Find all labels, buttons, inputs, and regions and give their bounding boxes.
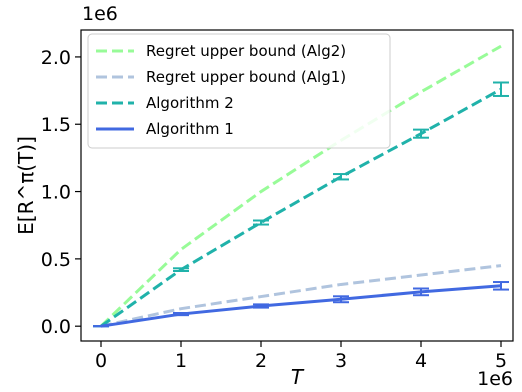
error-bar <box>253 219 269 226</box>
y-tick-label: 1.5 <box>41 114 71 136</box>
error-bar <box>173 267 189 272</box>
series-layer <box>93 44 509 328</box>
error-bar <box>173 311 189 317</box>
series-line-2 <box>100 264 502 328</box>
x-tick-label: 5 <box>495 350 507 372</box>
y-tick-label: 0.5 <box>41 249 71 271</box>
error-bar <box>333 295 349 304</box>
error-bar <box>413 128 429 139</box>
error-bar <box>333 173 349 181</box>
x-axis-multiplier: 1e6 <box>477 368 513 390</box>
plot-frame <box>80 29 514 342</box>
axes-layer: 0 1 2 3 4 5 0.0 0.5 1.0 1.5 2.0 1e6 1e6 T E[R^π(T)] <box>14 3 514 390</box>
y-tick-label: 1.0 <box>41 182 71 204</box>
legend: Regret upper bound (Alg2) Regret upper bo… <box>87 33 391 149</box>
series-line-4 <box>100 284 502 328</box>
series-line-1 <box>99 44 502 328</box>
legend-label: Regret upper bound (Alg1) <box>146 68 346 86</box>
legend-label: Regret upper bound (Alg2) <box>146 42 346 60</box>
error-bar <box>413 287 429 297</box>
error-bar <box>493 81 509 97</box>
legend-label: Algorithm 2 <box>146 94 234 112</box>
error-bar <box>253 303 269 309</box>
x-tick-label: 0 <box>95 350 107 372</box>
y-tick-label: 0.0 <box>41 316 71 338</box>
x-axis-label: T <box>291 365 305 389</box>
y-tick-label: 2.0 <box>41 47 71 69</box>
x-tick-label: 1 <box>175 350 187 372</box>
y-axis-multiplier: 1e6 <box>82 3 118 25</box>
legend-label: Algorithm 1 <box>146 120 234 138</box>
error-bar <box>493 281 509 291</box>
x-tick-label: 2 <box>255 350 267 372</box>
legend-item: Algorithm 2 <box>96 94 234 112</box>
x-tick-label: 4 <box>415 350 427 372</box>
x-tick-label: 3 <box>335 350 347 372</box>
legend-box <box>87 33 391 149</box>
y-axis-label: E[R^π(T)] <box>14 136 38 235</box>
legend-item: Regret upper bound (Alg1) <box>96 68 346 86</box>
series-line-3 <box>100 87 502 328</box>
legend-item: Regret upper bound (Alg2) <box>96 42 346 60</box>
legend-item: Algorithm 1 <box>96 120 234 138</box>
